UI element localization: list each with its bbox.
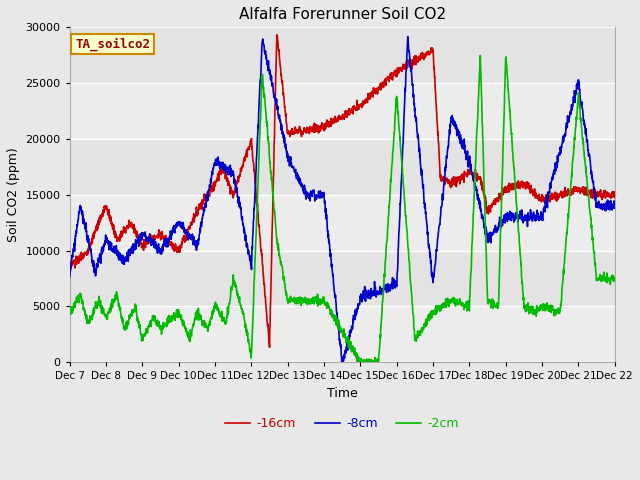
Bar bbox=[70, 195, 615, 251]
-2cm bbox=[316, 301, 324, 307]
Bar bbox=[70, 306, 615, 362]
-2cm bbox=[355, 359, 363, 365]
-2cm bbox=[611, 275, 619, 281]
-16cm bbox=[332, 113, 339, 119]
-16cm bbox=[273, 32, 281, 38]
-8cm bbox=[316, 188, 324, 194]
-2cm bbox=[495, 272, 503, 278]
-2cm bbox=[331, 315, 339, 321]
-8cm bbox=[331, 291, 339, 297]
Line: -8cm: -8cm bbox=[70, 36, 615, 362]
-8cm bbox=[338, 359, 346, 365]
Line: -16cm: -16cm bbox=[70, 35, 615, 348]
Bar bbox=[70, 139, 615, 195]
-2cm bbox=[66, 308, 74, 313]
Bar bbox=[70, 251, 615, 306]
-8cm bbox=[93, 262, 101, 267]
Bar bbox=[70, 27, 615, 83]
Line: -2cm: -2cm bbox=[70, 55, 615, 362]
-8cm bbox=[495, 220, 503, 226]
-16cm bbox=[93, 227, 101, 232]
-8cm bbox=[404, 34, 412, 39]
Y-axis label: Soil CO2 (ppm): Soil CO2 (ppm) bbox=[7, 147, 20, 242]
-16cm bbox=[66, 261, 74, 266]
Title: Alfalfa Forerunner Soil CO2: Alfalfa Forerunner Soil CO2 bbox=[239, 7, 446, 22]
-8cm bbox=[596, 203, 604, 209]
Legend: -16cm, -8cm, -2cm: -16cm, -8cm, -2cm bbox=[220, 412, 464, 435]
-16cm bbox=[495, 194, 503, 200]
-8cm bbox=[66, 274, 74, 280]
-2cm bbox=[93, 303, 101, 309]
-2cm bbox=[595, 276, 603, 282]
-2cm bbox=[596, 275, 604, 280]
-16cm bbox=[317, 122, 324, 128]
Bar bbox=[70, 83, 615, 139]
-16cm bbox=[595, 191, 603, 197]
-2cm bbox=[476, 52, 484, 58]
-16cm bbox=[266, 345, 273, 350]
Text: TA_soilco2: TA_soilco2 bbox=[75, 37, 150, 51]
X-axis label: Time: Time bbox=[327, 387, 358, 400]
-16cm bbox=[611, 195, 619, 201]
-16cm bbox=[596, 192, 604, 198]
-8cm bbox=[595, 201, 603, 207]
-8cm bbox=[611, 205, 619, 211]
